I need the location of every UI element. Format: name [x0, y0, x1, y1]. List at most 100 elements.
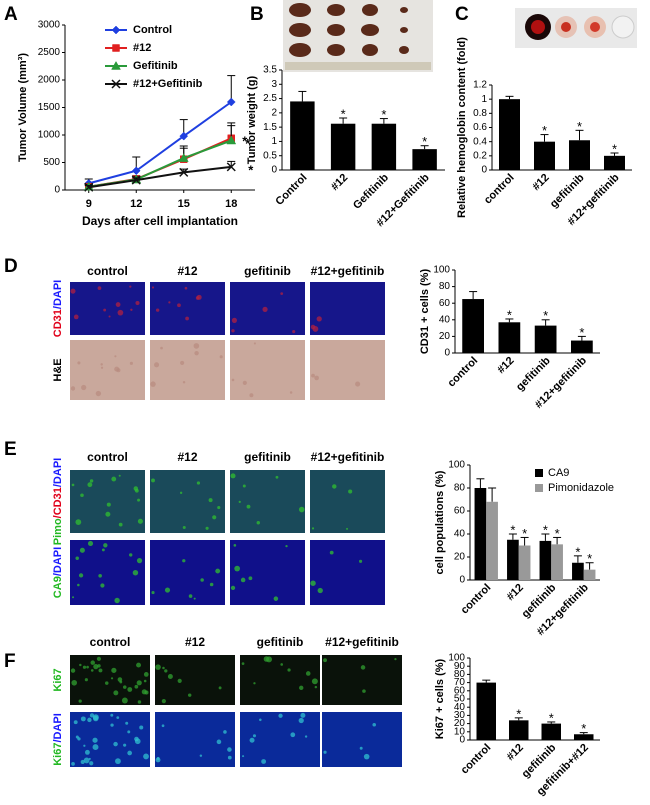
bar [534, 141, 555, 170]
x-tick-label: Gefitinib [351, 171, 391, 211]
significance: * [543, 522, 548, 537]
plug-photo [515, 8, 637, 48]
stain-spot [180, 360, 185, 365]
legend-marker [111, 60, 121, 70]
micrograph [310, 540, 385, 605]
legend-label: Control [133, 24, 172, 36]
y-tick-label: 0.4 [473, 136, 487, 147]
stain-spot [278, 713, 283, 718]
y-tick-label: 0 [271, 165, 277, 176]
x-tick-label: 12 [130, 198, 142, 210]
stain-spot [84, 749, 90, 755]
stain-spot [194, 350, 199, 356]
micrograph [150, 282, 225, 335]
bar [571, 340, 593, 353]
stain-spot [89, 761, 94, 766]
significance: * [507, 307, 512, 322]
stain-spot [95, 390, 102, 397]
stain-spot [130, 308, 133, 311]
stain-spot [132, 569, 139, 576]
micrograph [150, 540, 225, 605]
stain-spot [227, 747, 232, 752]
stain-spot [316, 316, 322, 322]
y-tick-label: 2000 [38, 75, 61, 86]
stain-spot [125, 721, 129, 725]
y-tick-label: 70 [454, 677, 466, 688]
stain-spot [114, 355, 117, 358]
stain-spot [231, 329, 235, 333]
row-label-part: /DAPI [52, 458, 64, 487]
panel-label: B [250, 4, 264, 25]
stain-spot [115, 758, 121, 765]
marker [226, 135, 237, 145]
stain-spot [86, 665, 89, 669]
marker [179, 167, 189, 177]
micrograph [310, 282, 385, 335]
stain-spot [82, 665, 87, 669]
stain-spot [195, 296, 200, 300]
stain-spot [129, 285, 132, 288]
stain-spot [137, 498, 141, 502]
row-label-part: /DAPI [52, 547, 64, 576]
micrograph [322, 655, 402, 705]
stain-spot [70, 386, 76, 391]
stain-spot [249, 737, 255, 743]
stain-spot [240, 577, 246, 583]
x-tick-label: Control [273, 172, 309, 208]
x-tick-label: 15 [178, 198, 190, 210]
stain-spot [259, 718, 262, 722]
x-tick-label: control [482, 172, 517, 207]
stain-spot [134, 488, 139, 493]
micrograph [150, 340, 225, 400]
row-label-part: /CD31 [52, 487, 64, 518]
legend-label: #12 [133, 42, 151, 54]
stain-spot [88, 757, 91, 760]
stain-spot [110, 723, 114, 727]
stain-spot [84, 678, 88, 682]
stain-spot [162, 666, 165, 670]
y-tick-label: 60 [454, 506, 466, 517]
stain-spot [90, 660, 95, 665]
stain-spot [193, 597, 196, 600]
y-tick-label: 1.5 [263, 122, 277, 133]
stain-spot [161, 724, 165, 728]
stain-spot [72, 596, 75, 599]
significance: * [577, 119, 582, 134]
stain-spot [160, 346, 163, 350]
stain-spot [273, 596, 279, 601]
stain-spot [300, 712, 306, 718]
y-tick-label: 0 [444, 348, 450, 359]
stain-spot [177, 678, 182, 684]
row-label: Ki67/DAPI [52, 713, 64, 766]
stain-spot [116, 716, 120, 720]
marker [131, 175, 141, 185]
row-label-part: Pimo [52, 518, 64, 545]
stain-spot [241, 662, 245, 666]
stain-spot [118, 522, 123, 527]
legend-label: Gefitinib [133, 60, 178, 72]
row-label: Pimo/CD31/DAPI [52, 458, 64, 545]
y-tick-label: 50 [454, 694, 466, 705]
panel-label: D [4, 256, 18, 277]
stain-spot [280, 663, 283, 666]
y-tick-label: 0 [459, 575, 465, 586]
x-tick-label: 18 [225, 198, 237, 210]
bar [290, 101, 315, 170]
stain-spot [105, 511, 111, 517]
stain-spot [292, 330, 296, 334]
stain-spot [168, 301, 171, 304]
y-tick-label: 40 [454, 702, 466, 713]
stain-spot [266, 656, 273, 663]
y-axis-label: Relative hemoglobin content (fold) [456, 37, 468, 218]
y-tick-label: 60 [439, 298, 451, 309]
y-tick-label: 90 [454, 661, 466, 672]
stain-spot [100, 366, 104, 369]
stain-spot [100, 583, 105, 588]
stain-spot [77, 361, 81, 365]
legend-marker [111, 79, 121, 89]
y-tick-label: 20 [454, 718, 466, 729]
significance: * [248, 162, 254, 177]
stain-spot [231, 317, 237, 323]
stain-spot [127, 687, 133, 692]
